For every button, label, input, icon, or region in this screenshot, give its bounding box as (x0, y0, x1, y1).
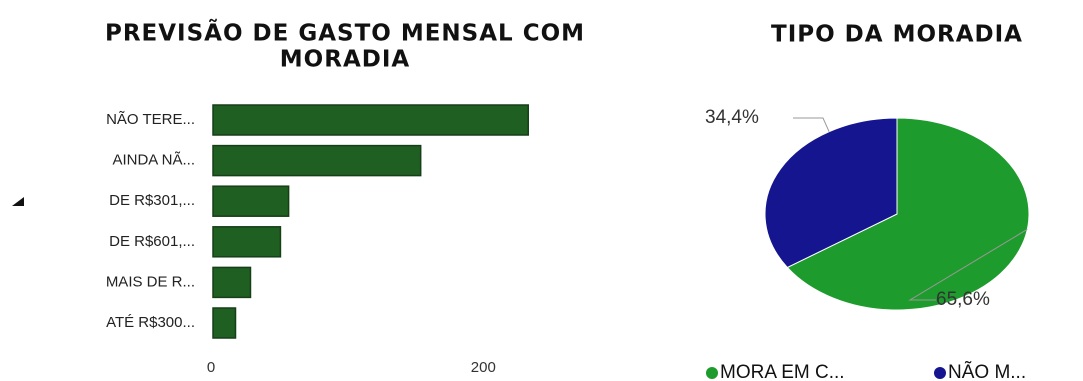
legend-marker (934, 367, 946, 379)
expand-indicator (12, 197, 24, 206)
legend-label: MORA EM C... (720, 362, 845, 381)
legend-marker (706, 367, 718, 379)
data-label: 65,6% (936, 289, 990, 310)
bar (212, 144, 422, 177)
bar (212, 307, 237, 339)
leader-line (793, 117, 830, 132)
category-label: MAIS DE R... (106, 273, 195, 290)
bar (212, 104, 529, 136)
leader-line (908, 228, 1028, 301)
category-label: ATÉ R$300... (106, 314, 195, 331)
category-label: DE R$301,... (109, 192, 195, 209)
pie-slice (786, 117, 1030, 311)
category-label: DE R$601,... (109, 233, 195, 250)
chart-title: MORADIA (280, 47, 410, 73)
bar (212, 185, 290, 217)
x-tick-label: 0 (207, 359, 215, 376)
category-label: NÃO TERE... (106, 111, 195, 128)
chart-title: TIPO DA MORADIA (771, 22, 1023, 48)
pie-slice (764, 117, 898, 269)
bar (212, 266, 252, 299)
chart-title: PREVISÃO DE GASTO MENSAL COM (105, 19, 585, 47)
category-label: AINDA NÃ... (112, 152, 195, 169)
data-label: 34,4% (705, 107, 759, 128)
bar (212, 226, 282, 258)
legend-label: NÃO M... (948, 361, 1026, 381)
x-tick-label: 200 (471, 359, 496, 376)
